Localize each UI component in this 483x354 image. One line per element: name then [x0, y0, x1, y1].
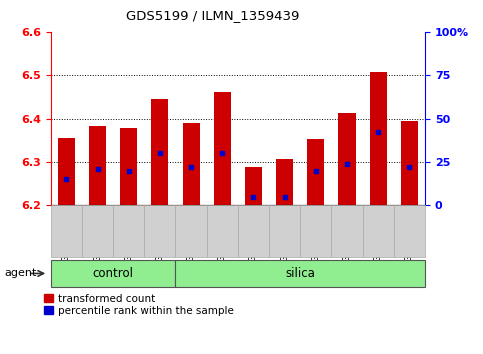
- Legend: transformed count, percentile rank within the sample: transformed count, percentile rank withi…: [44, 294, 234, 316]
- Bar: [183, 123, 199, 205]
- Text: control: control: [93, 267, 134, 280]
- Bar: [307, 139, 325, 205]
- Bar: [339, 113, 355, 205]
- Bar: [369, 72, 387, 205]
- Text: silica: silica: [285, 267, 315, 280]
- Bar: [213, 92, 231, 205]
- Text: GDS5199 / ILMN_1359439: GDS5199 / ILMN_1359439: [126, 9, 299, 22]
- Bar: [245, 167, 262, 205]
- Bar: [120, 128, 137, 205]
- Bar: [276, 159, 293, 205]
- Text: agent: agent: [5, 268, 37, 279]
- Bar: [151, 99, 169, 205]
- Bar: [58, 138, 75, 205]
- Bar: [401, 121, 418, 205]
- Bar: [89, 126, 106, 205]
